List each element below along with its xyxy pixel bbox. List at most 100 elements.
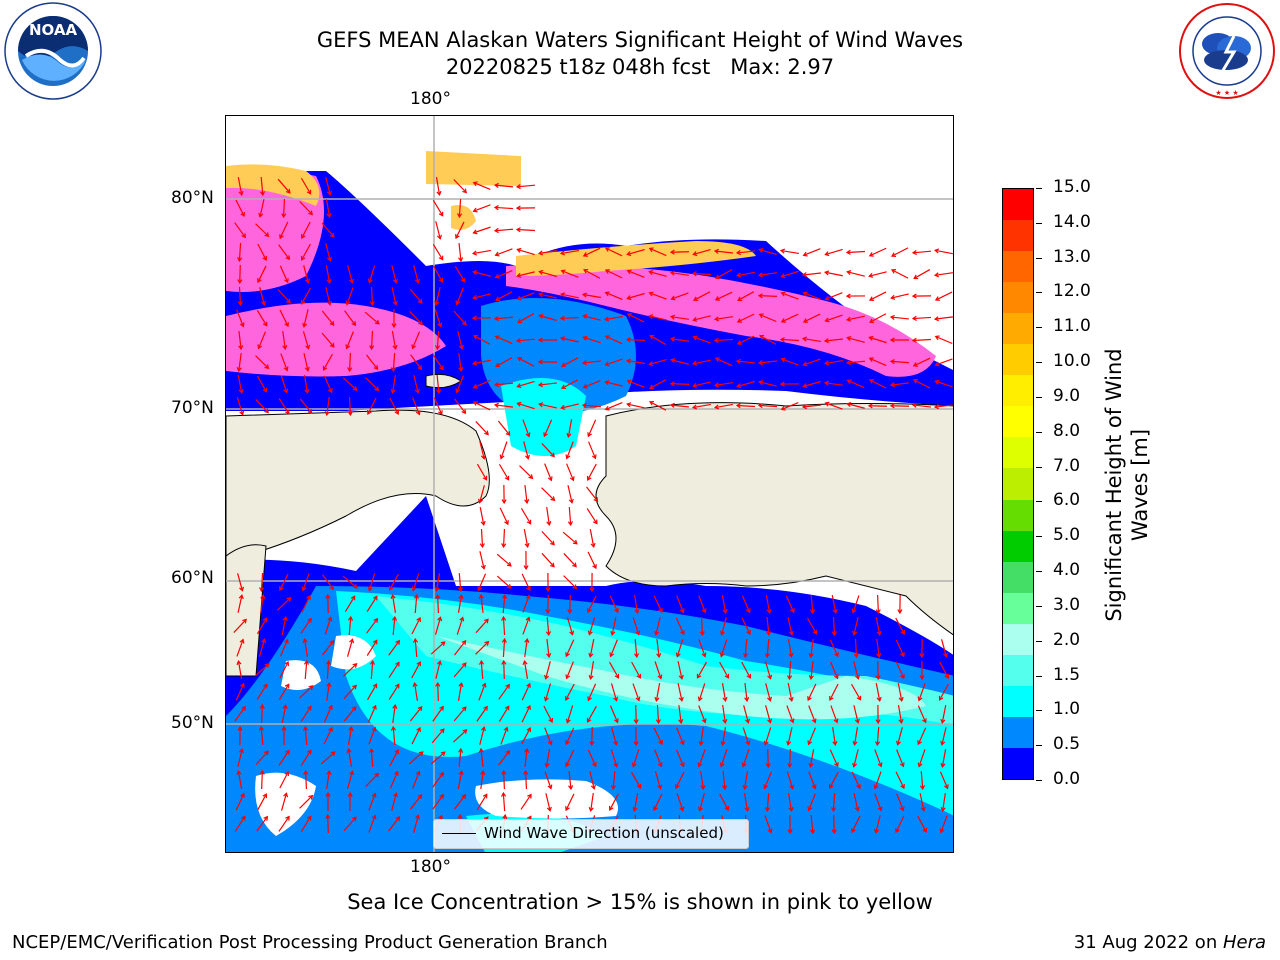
wave-direction-arrowhead: [329, 342, 335, 348]
wave-direction-arrow: [431, 728, 445, 744]
wave-direction-arrow: [392, 616, 396, 636]
wave-direction-arrowhead: [495, 296, 501, 302]
wave-direction-arrow: [324, 617, 332, 635]
wave-direction-arrow: [452, 729, 468, 743]
wave-direction-arrow: [567, 485, 573, 503]
wave-direction-arrowhead: [604, 380, 610, 386]
wave-direction-arrowhead: [812, 629, 818, 635]
wave-direction-arrow: [516, 228, 536, 232]
wave-direction-arrow: [299, 795, 313, 809]
wave-direction-arrow: [787, 617, 793, 635]
wave-direction-arrowhead: [565, 762, 570, 768]
wave-direction-arrowhead: [943, 652, 949, 658]
wave-direction-arrow: [693, 381, 711, 387]
wave-direction-arrow: [430, 641, 446, 655]
wave-direction-arrow: [498, 463, 510, 481]
wave-direction-arrow: [278, 398, 290, 414]
wave-direction-arrow: [632, 749, 640, 767]
wave-direction-arrowhead: [898, 696, 904, 702]
wave-direction-arrowhead: [846, 335, 852, 341]
wave-direction-arrow: [258, 331, 266, 349]
wave-direction-arrow: [587, 551, 597, 569]
wave-direction-arrowhead: [550, 496, 556, 502]
wave-direction-arrowhead: [526, 727, 532, 733]
wave-direction-arrow: [277, 597, 291, 611]
wave-direction-arrow: [277, 288, 291, 304]
wave-direction-arrow: [458, 748, 462, 768]
wave-direction-arrowhead: [411, 344, 417, 350]
wave-direction-arrowhead: [654, 630, 660, 636]
wave-direction-arrowhead: [758, 247, 764, 253]
wave-direction-arrowhead: [306, 189, 312, 195]
wave-direction-arrow: [912, 316, 932, 320]
wave-direction-arrow: [941, 727, 947, 745]
wave-direction-arrowhead: [417, 706, 423, 712]
wave-direction-arrow: [700, 771, 704, 789]
wave-direction-arrow: [432, 199, 444, 217]
wave-direction-arrow: [303, 375, 309, 393]
wave-direction-arrow: [261, 770, 263, 790]
wave-direction-arrow: [632, 683, 640, 701]
wave-direction-arrowhead: [330, 751, 336, 757]
wave-direction-arrowhead: [528, 474, 534, 480]
wave-direction-arrowhead: [373, 365, 379, 371]
wave-direction-arrow: [454, 398, 466, 414]
chukchi-wave-peak: [501, 378, 586, 456]
wave-direction-arrowhead: [610, 785, 617, 791]
wave-direction-arrowhead: [437, 616, 443, 622]
wave-direction-arrow: [544, 771, 552, 789]
colorbar-tick-mark: [1036, 292, 1042, 294]
wave-direction-arrow: [787, 683, 793, 701]
wave-direction-arrow: [520, 507, 532, 525]
wave-direction-arrowhead: [648, 247, 654, 253]
wave-direction-arrow: [256, 375, 268, 393]
wave-direction-arrowhead: [692, 316, 698, 322]
noaa-logo-text: NOAA: [28, 21, 78, 39]
colorbar-tick-label: 1.0: [1053, 699, 1081, 720]
wave-direction-arrowhead: [395, 639, 400, 645]
wave-direction-arrow: [348, 396, 352, 416]
wave-direction-arrow: [456, 287, 464, 305]
wave-direction-arrowhead: [504, 520, 509, 526]
wave-direction-arrowhead: [237, 257, 243, 263]
wave-direction-arrowhead: [415, 278, 420, 284]
wave-direction-arrow: [304, 639, 308, 657]
wave-direction-arrowhead: [279, 585, 284, 592]
wave-direction-arrow: [589, 529, 595, 547]
wave-direction-arrow: [498, 684, 510, 700]
wave-direction-arrow: [523, 441, 529, 459]
wave-direction-arrow: [744, 638, 748, 658]
wave-direction-arrowhead: [855, 674, 860, 680]
wave-direction-arrow: [780, 338, 800, 342]
wave-direction-arrowhead: [501, 593, 508, 599]
colorbar-segment: [1003, 716, 1033, 749]
wave-direction-arrowhead: [300, 233, 306, 240]
wave-direction-arrowhead: [418, 320, 423, 326]
wave-direction-arrowhead: [516, 247, 522, 253]
wave-direction-arrow: [391, 331, 397, 349]
wave-direction-arrowhead: [691, 271, 697, 277]
wave-direction-arrow: [743, 793, 749, 811]
wave-direction-arrowhead: [329, 320, 335, 326]
wave-direction-arrowhead: [283, 638, 289, 644]
wave-direction-arrowhead: [589, 587, 595, 593]
wave-direction-arrow: [609, 705, 619, 723]
wave-direction-arrow: [412, 397, 420, 415]
wave-direction-arrow: [495, 357, 513, 367]
wave-direction-arrow: [366, 683, 378, 701]
wave-direction-arrowhead: [285, 188, 291, 194]
wave-direction-arrowhead: [766, 631, 772, 637]
wave-direction-arrowhead: [284, 322, 289, 328]
wave-direction-arrow: [304, 660, 308, 680]
colorbar-segment: [1003, 437, 1033, 469]
kamchatka-land: [226, 544, 267, 677]
wave-direction-arrow: [523, 529, 529, 547]
wave-direction-arrowhead: [763, 784, 769, 790]
wave-direction-arrow: [627, 313, 645, 323]
wave-direction-arrowhead: [461, 320, 467, 326]
wave-direction-arrow: [495, 291, 513, 301]
wave-direction-arrow: [671, 338, 689, 342]
wave-direction-arrowhead: [940, 718, 946, 724]
wave-direction-arrowhead: [264, 750, 269, 756]
wave-direction-arrowhead: [503, 726, 509, 732]
